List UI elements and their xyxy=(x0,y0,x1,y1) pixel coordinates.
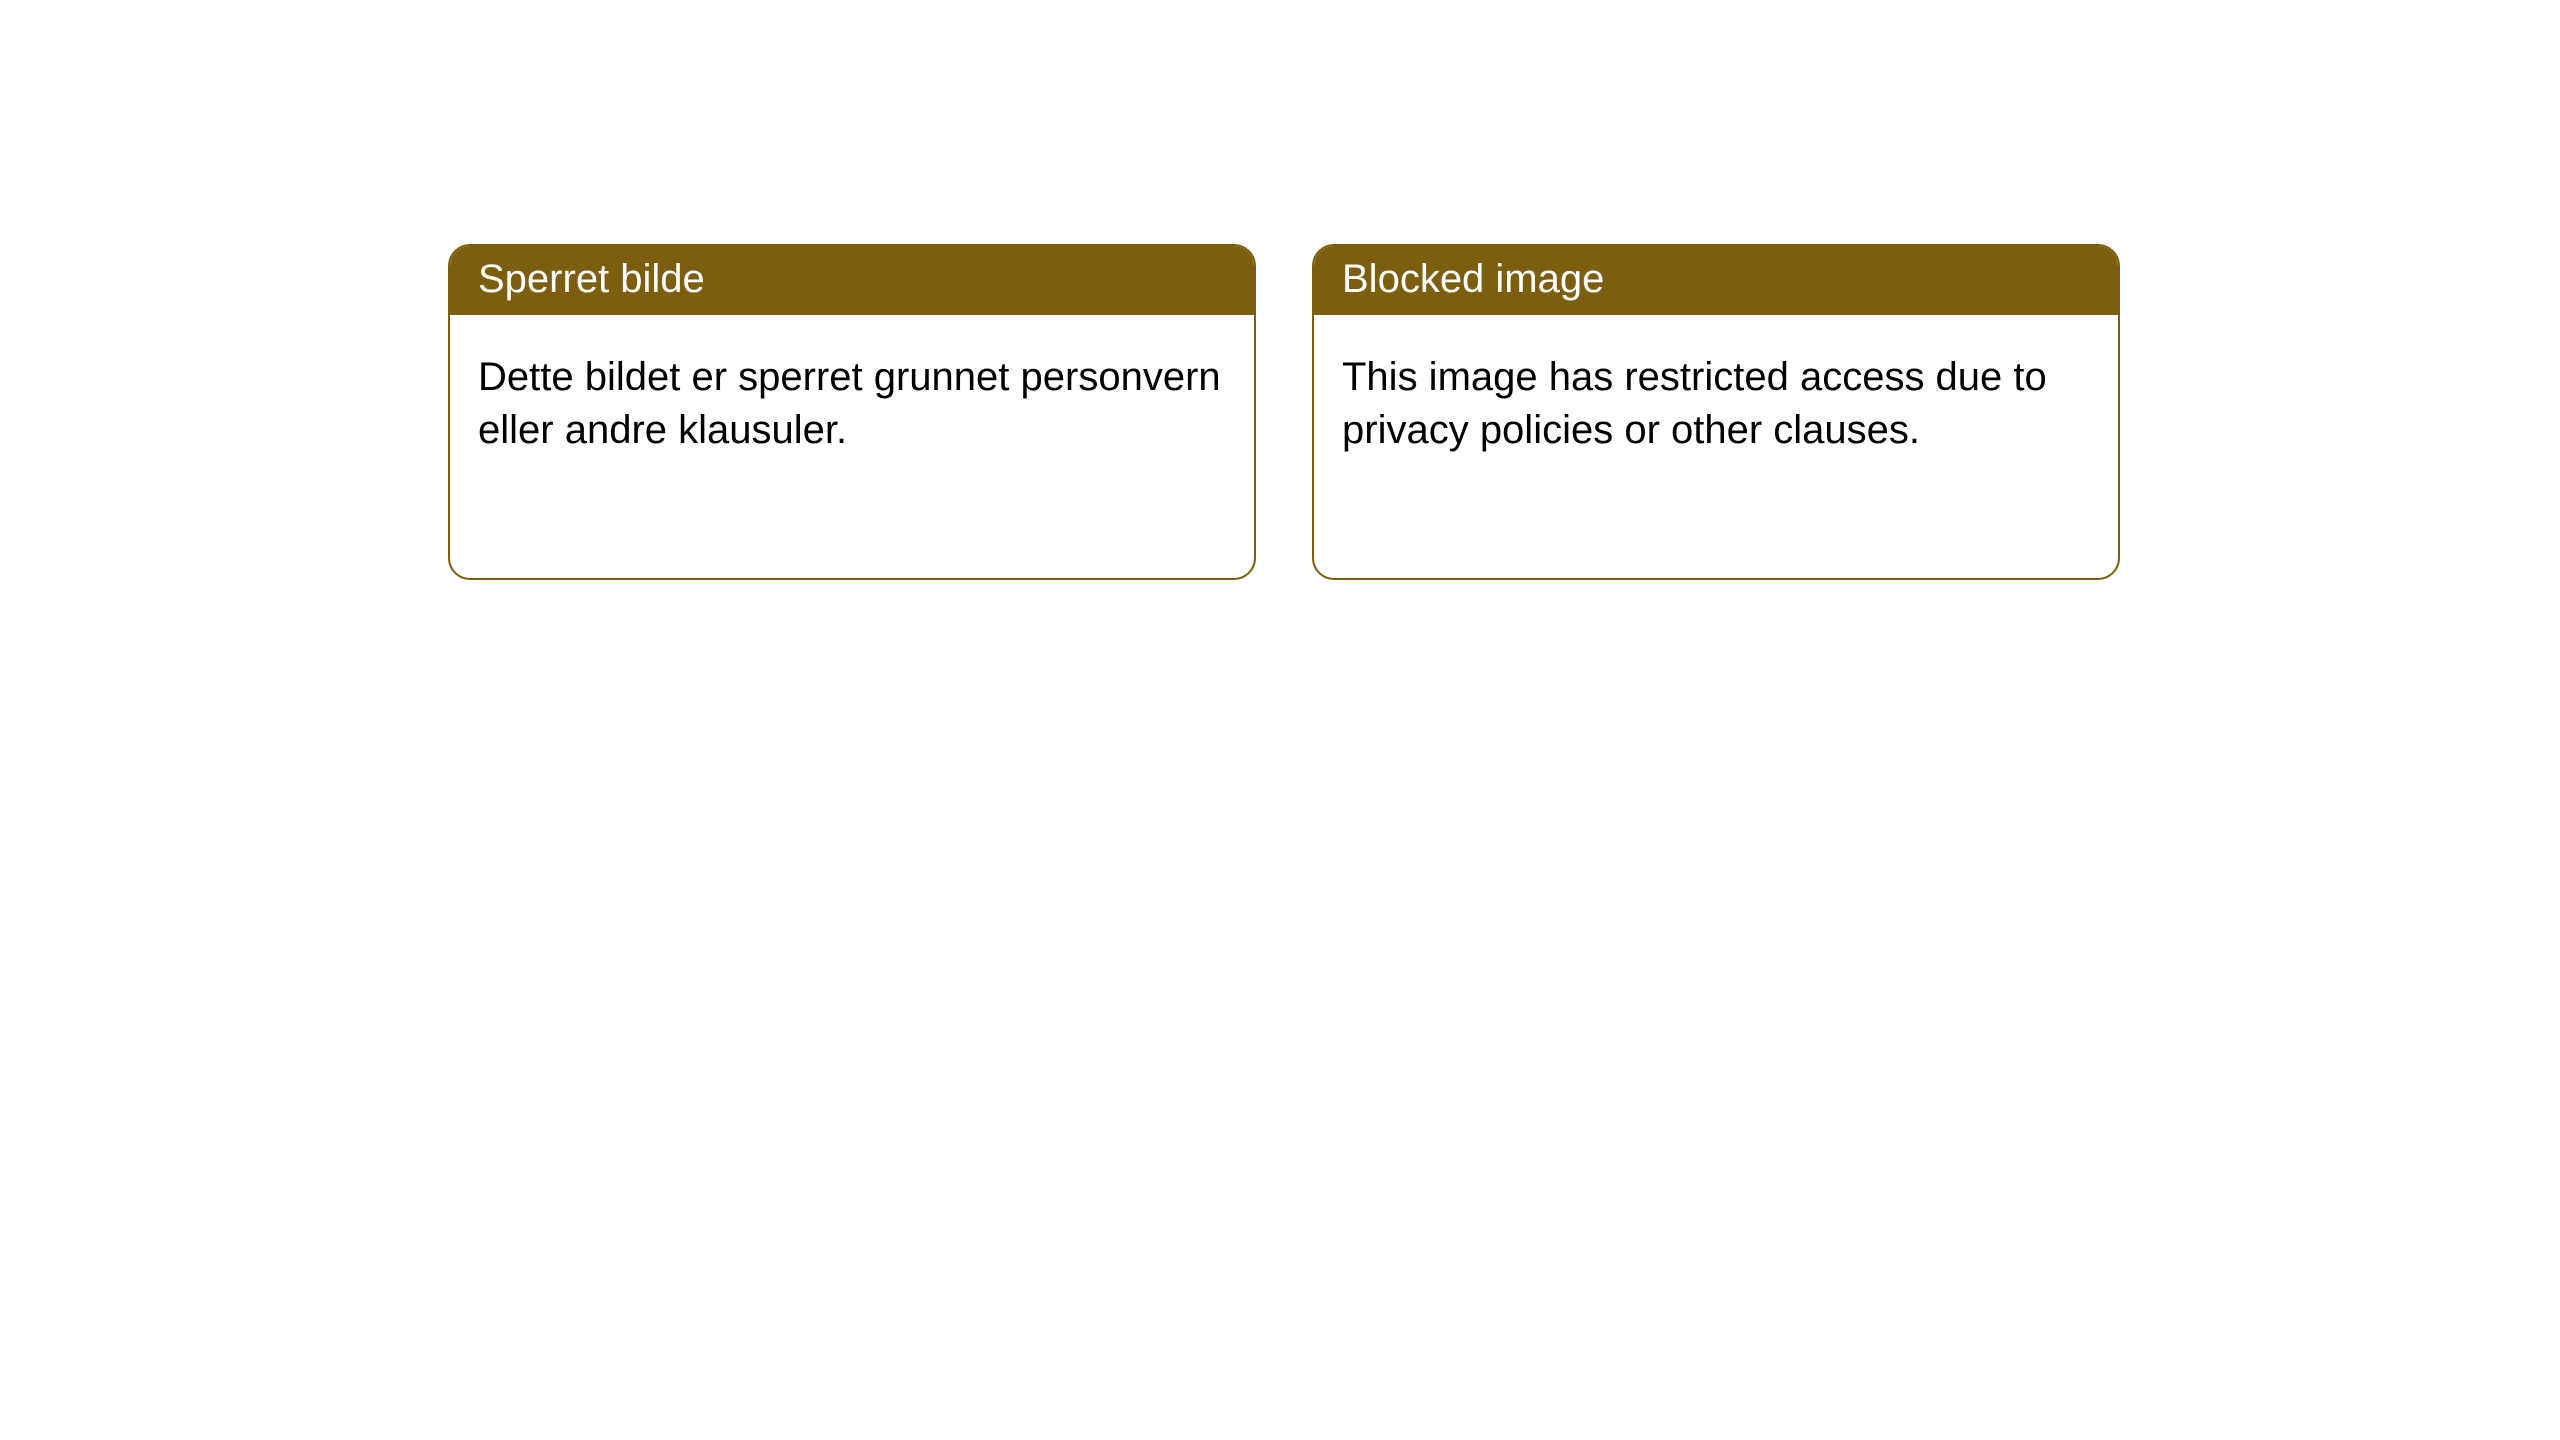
card-message: Dette bildet er sperret grunnet personve… xyxy=(478,355,1221,452)
card-body: Dette bildet er sperret grunnet personve… xyxy=(450,315,1254,485)
card-title: Sperret bilde xyxy=(478,257,705,301)
blocked-image-card-english: Blocked image This image has restricted … xyxy=(1312,244,2120,580)
card-title: Blocked image xyxy=(1342,257,1604,301)
card-header: Sperret bilde xyxy=(450,246,1254,315)
card-message: This image has restricted access due to … xyxy=(1342,355,2047,452)
card-body: This image has restricted access due to … xyxy=(1314,315,2118,485)
notice-container: Sperret bilde Dette bildet er sperret gr… xyxy=(0,0,2560,580)
card-header: Blocked image xyxy=(1314,246,2118,315)
blocked-image-card-norwegian: Sperret bilde Dette bildet er sperret gr… xyxy=(448,244,1256,580)
